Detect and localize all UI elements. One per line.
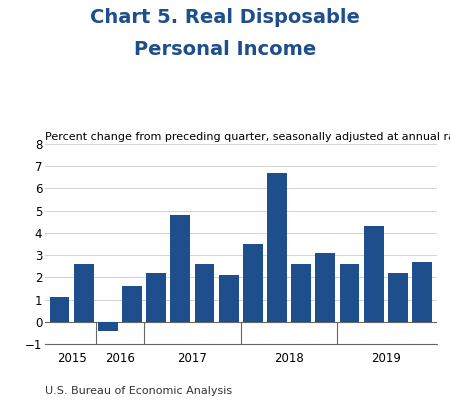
Bar (267, 173, 287, 322)
Bar (388, 273, 408, 322)
Bar (194, 264, 214, 322)
Bar (74, 264, 94, 322)
Bar (146, 273, 166, 322)
Bar (243, 244, 263, 322)
Bar (340, 264, 360, 322)
Text: 2018: 2018 (274, 352, 304, 366)
Text: Percent change from preceding quarter, seasonally adjusted at annual rates: Percent change from preceding quarter, s… (45, 132, 450, 142)
Text: 2019: 2019 (371, 352, 400, 366)
Bar (98, 322, 118, 331)
Text: U.S. Bureau of Economic Analysis: U.S. Bureau of Economic Analysis (45, 386, 232, 396)
Bar (122, 286, 142, 322)
Bar (412, 262, 432, 322)
Text: 2015: 2015 (57, 352, 86, 366)
Text: 2016: 2016 (105, 352, 135, 366)
Bar (50, 297, 69, 322)
Bar (315, 253, 335, 322)
Bar (219, 275, 238, 322)
Text: Personal Income: Personal Income (134, 40, 316, 59)
Bar (171, 215, 190, 322)
Bar (291, 264, 311, 322)
Text: Chart 5. Real Disposable: Chart 5. Real Disposable (90, 8, 360, 27)
Text: 2017: 2017 (177, 352, 207, 366)
Bar (364, 226, 383, 322)
